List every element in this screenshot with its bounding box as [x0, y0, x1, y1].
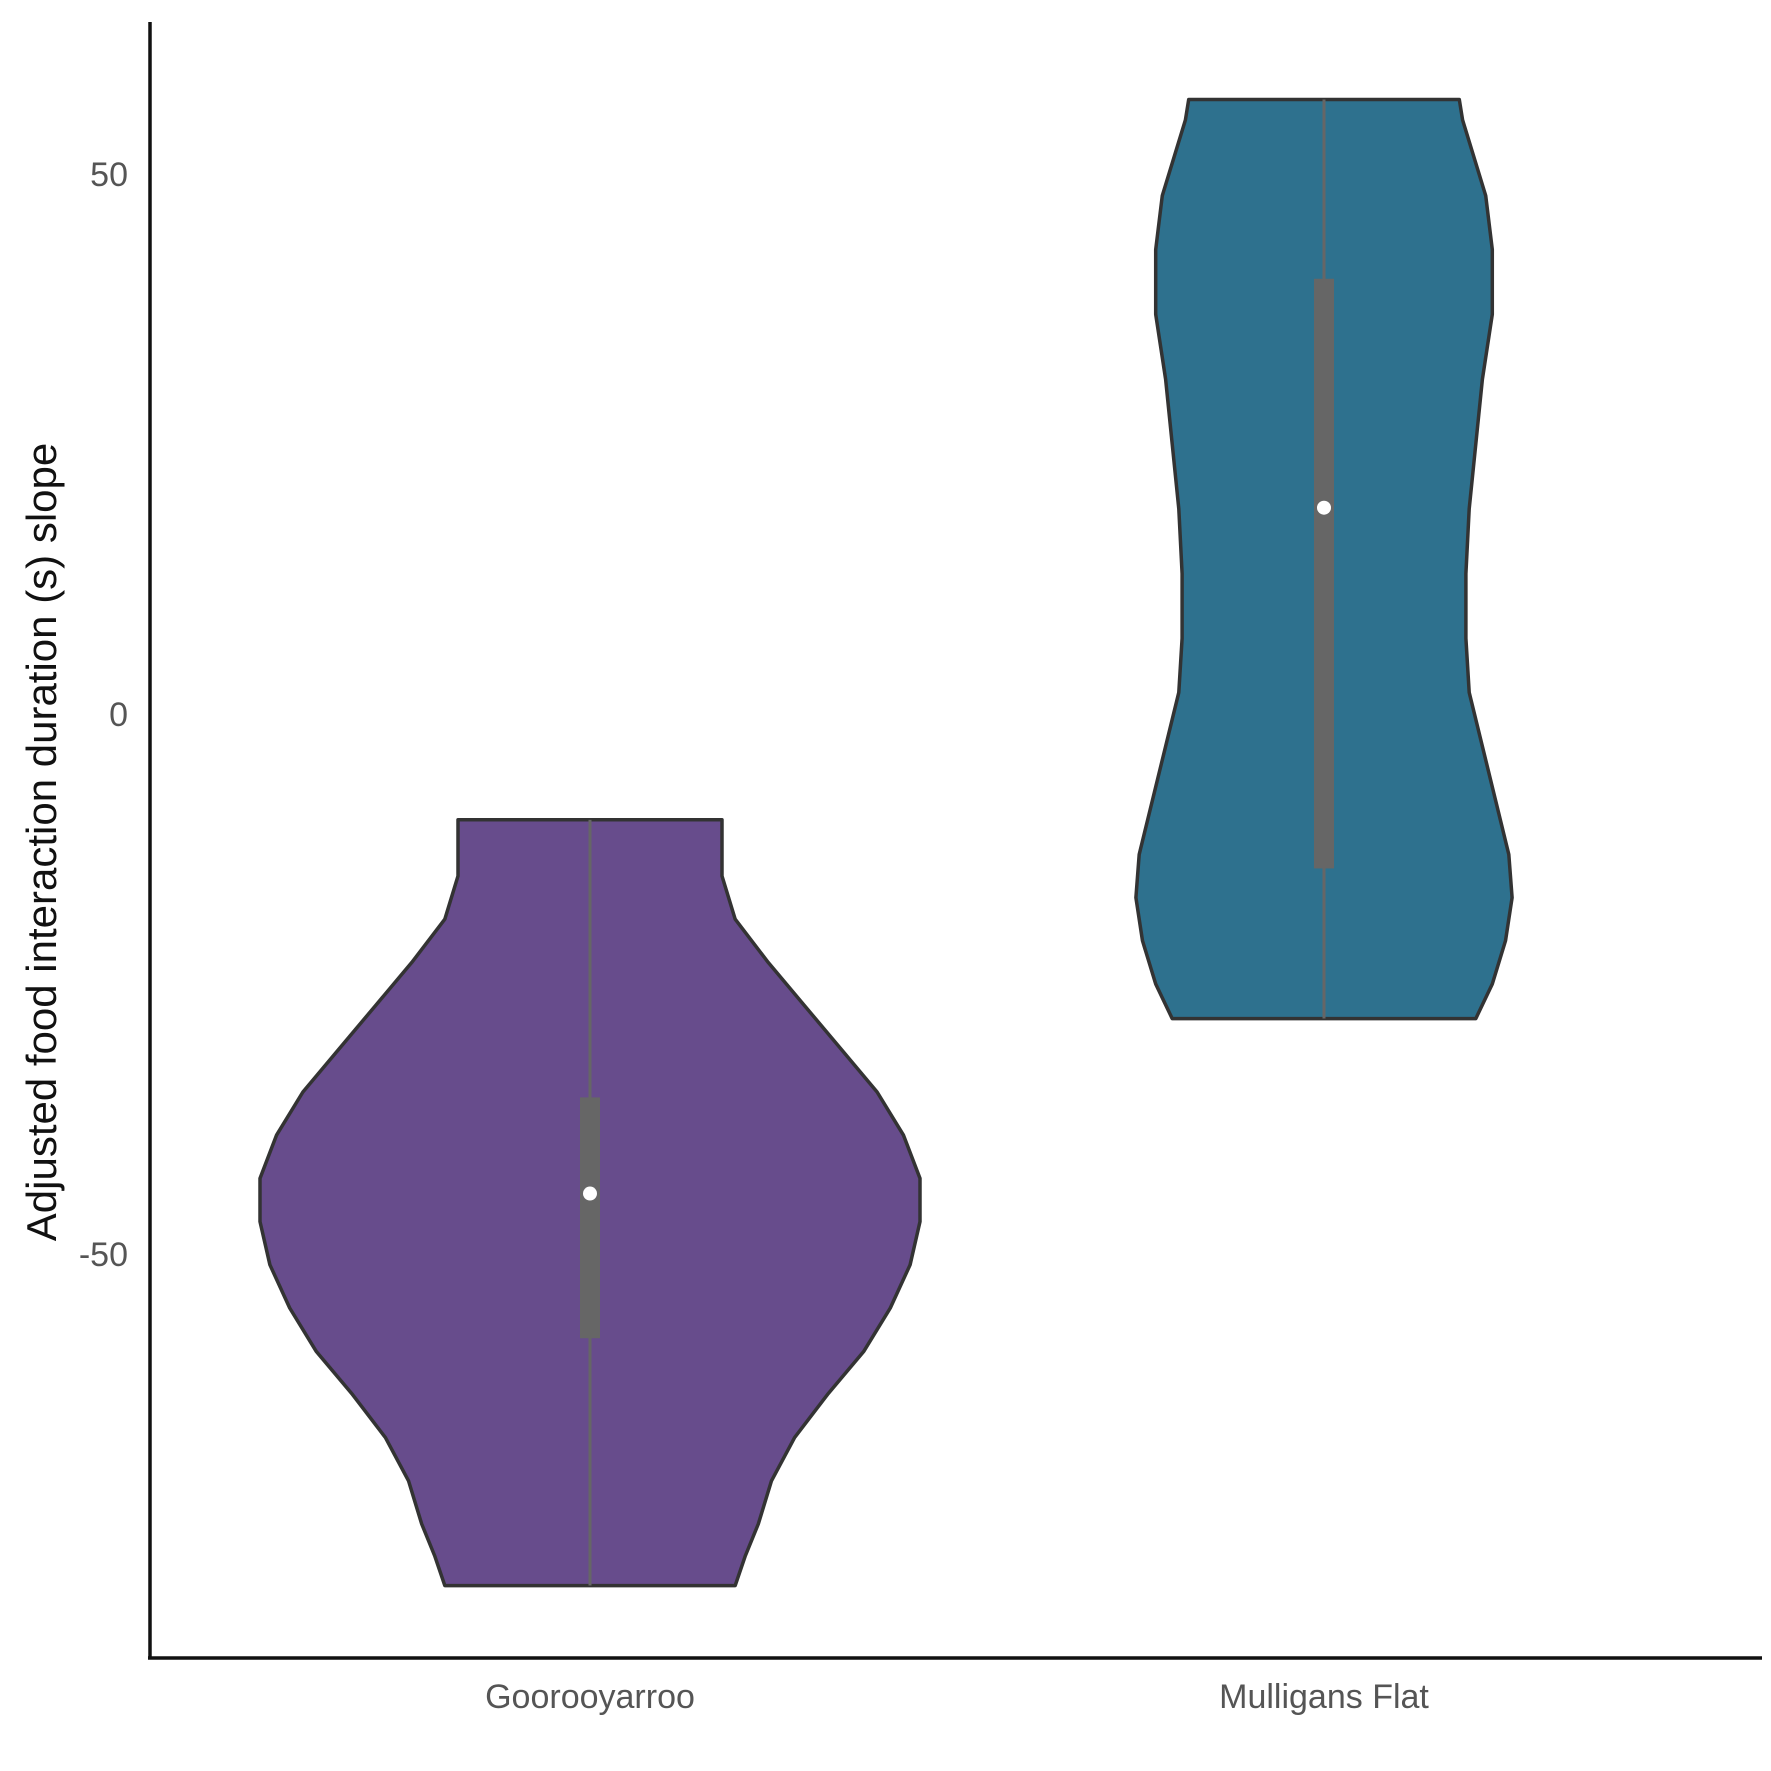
median-dot-goorooyarroo — [583, 1187, 597, 1201]
violins-layer — [260, 99, 1512, 1585]
x-tick-labels: Goorooyarroo Mulligans Flat — [485, 1678, 1429, 1716]
y-tick-label: 0 — [109, 696, 128, 734]
x-tick-label: Goorooyarroo — [485, 1678, 695, 1716]
y-tick-label: 50 — [90, 156, 128, 194]
y-axis-title: Adjusted food interaction duration (s) s… — [18, 443, 65, 1241]
y-tick-label: -50 — [79, 1236, 128, 1274]
x-tick-label: Mulligans Flat — [1219, 1678, 1429, 1716]
median-dot-mulligans-flat — [1317, 501, 1331, 515]
y-tick-labels: -50 0 50 — [79, 156, 128, 1274]
iqr-box-mulligans-flat — [1314, 279, 1334, 869]
iqr-box-goorooyarroo — [580, 1097, 600, 1338]
